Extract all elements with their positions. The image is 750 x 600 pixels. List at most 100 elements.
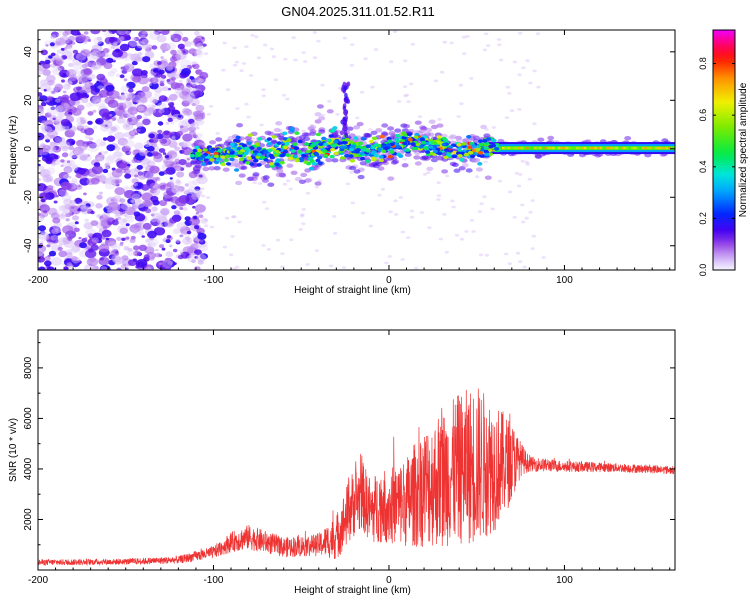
band-dot bbox=[423, 146, 429, 150]
noise-blob bbox=[43, 88, 48, 92]
noise-blob bbox=[85, 249, 97, 259]
noise-blob bbox=[50, 106, 56, 111]
noise-blob bbox=[154, 91, 161, 98]
noise-blob bbox=[42, 62, 51, 69]
noise-blob bbox=[167, 117, 174, 123]
band-dot bbox=[487, 152, 494, 156]
noise-blob bbox=[123, 133, 129, 138]
noise-blob bbox=[120, 52, 132, 61]
noise-blob bbox=[49, 42, 55, 47]
band-dot bbox=[314, 153, 320, 157]
noise-blob bbox=[79, 154, 88, 161]
noise-blob bbox=[57, 66, 65, 71]
noise-blob bbox=[89, 95, 101, 104]
noise-blob bbox=[79, 242, 88, 249]
noise-blob bbox=[68, 62, 74, 68]
noise-blob bbox=[115, 48, 121, 53]
band-dot bbox=[303, 160, 309, 164]
noise-blob bbox=[102, 137, 108, 141]
noise-blob bbox=[46, 157, 52, 163]
band-dot bbox=[482, 139, 488, 143]
noise-blob bbox=[185, 236, 191, 241]
faint-speckle bbox=[345, 182, 350, 186]
noise-blob bbox=[121, 237, 126, 241]
noise-blob bbox=[198, 174, 203, 178]
faint-speckle bbox=[512, 60, 518, 64]
band-dot bbox=[349, 159, 356, 163]
noise-blob bbox=[120, 264, 127, 269]
noise-blob bbox=[68, 175, 72, 179]
noise-blob bbox=[167, 105, 176, 112]
colorbar-tick-label: 0.8 bbox=[698, 57, 708, 70]
noise-blob bbox=[107, 99, 119, 109]
faint-speckle bbox=[517, 73, 522, 77]
noise-blob bbox=[151, 45, 158, 50]
noise-blob bbox=[133, 183, 138, 187]
noise-blob bbox=[97, 41, 104, 47]
noise-blob bbox=[80, 205, 92, 215]
snr-frame bbox=[37, 329, 676, 571]
x-tick-label: -200 bbox=[28, 575, 48, 586]
band-dot bbox=[284, 142, 290, 146]
noise-blob bbox=[123, 140, 135, 149]
band-dot bbox=[237, 151, 243, 155]
noise-blob bbox=[111, 244, 121, 252]
faint-speckle bbox=[251, 137, 256, 141]
spur-dot bbox=[344, 132, 349, 138]
noise-blob bbox=[38, 225, 46, 232]
noise-blob bbox=[184, 41, 192, 47]
band-dot bbox=[333, 151, 339, 156]
noise-blob bbox=[128, 88, 134, 93]
noise-blob bbox=[77, 184, 81, 188]
noise-blob bbox=[119, 227, 128, 234]
noise-blob bbox=[96, 36, 103, 41]
noise-blob bbox=[129, 238, 136, 244]
noise-blob bbox=[81, 85, 92, 93]
faint-speckle bbox=[314, 249, 319, 253]
noise-blob bbox=[48, 87, 58, 95]
faint-speckle bbox=[462, 52, 467, 56]
band-dot bbox=[308, 156, 314, 161]
noise-blob bbox=[60, 124, 70, 132]
band-halo bbox=[480, 124, 488, 130]
noise-blob bbox=[142, 115, 148, 120]
faint-speckle bbox=[222, 245, 228, 249]
noise-blob bbox=[130, 199, 135, 203]
band-halo bbox=[215, 137, 223, 142]
band-dot bbox=[189, 153, 195, 158]
noise-blob bbox=[198, 214, 204, 219]
noise-blob bbox=[141, 38, 150, 45]
faint-speckle bbox=[197, 214, 202, 218]
band-dot bbox=[294, 131, 300, 135]
band-halo bbox=[309, 125, 317, 130]
noise-blob bbox=[160, 56, 164, 59]
noise-blob bbox=[57, 30, 64, 34]
noise-blob bbox=[127, 117, 133, 122]
noise-blob bbox=[60, 47, 65, 51]
noise-blob bbox=[64, 47, 68, 50]
faint-speckle bbox=[239, 69, 244, 72]
tone-segment bbox=[575, 146, 580, 150]
noise-blob bbox=[200, 218, 208, 224]
noise-blob bbox=[108, 201, 120, 211]
tone-segment bbox=[504, 146, 509, 150]
faint-speckle bbox=[403, 94, 408, 98]
noise-blob bbox=[194, 77, 202, 83]
band-dot bbox=[304, 142, 310, 146]
noise-blob bbox=[94, 88, 100, 93]
faint-speckle bbox=[479, 202, 484, 206]
band-dot bbox=[483, 146, 490, 150]
faint-speckle bbox=[257, 182, 263, 185]
band-dot bbox=[229, 157, 235, 162]
noise-blob bbox=[158, 69, 165, 75]
noise-blob bbox=[196, 253, 207, 262]
noise-blob bbox=[144, 44, 150, 49]
noise-blob bbox=[44, 256, 51, 261]
band-halo bbox=[318, 116, 326, 121]
noise-blob bbox=[57, 111, 66, 118]
band-halo bbox=[325, 157, 333, 163]
tone-segment bbox=[507, 146, 512, 150]
noise-blob bbox=[60, 164, 64, 168]
noise-blob bbox=[60, 159, 65, 163]
noise-blob bbox=[79, 117, 85, 121]
